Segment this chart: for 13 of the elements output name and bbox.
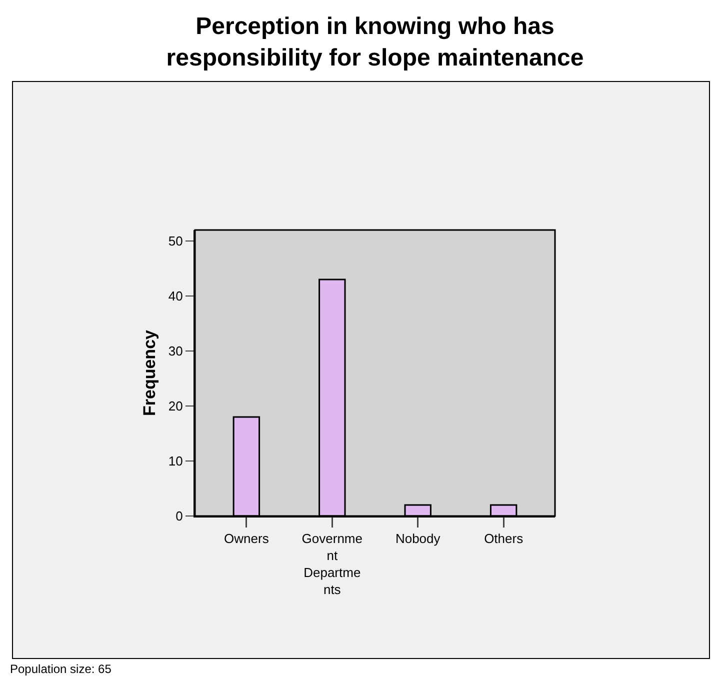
- x-tick-label: Government Departments: [302, 531, 362, 597]
- y-tick-label: 0: [176, 508, 183, 524]
- y-tick-label: 50: [168, 234, 183, 249]
- x-tick-label: Nobody: [395, 531, 441, 546]
- text: Population size: 65: [10, 662, 112, 676]
- y-tick-label: 10: [168, 454, 183, 469]
- y-tick-label: 20: [168, 398, 183, 414]
- chart-title: Perception in knowing who has responsibility for slope maintenance: [166, 13, 584, 72]
- x-tick-label: Owners: [224, 531, 270, 546]
- x-tick-label: Others: [484, 531, 524, 546]
- y-axis-title: Frequency: [140, 329, 160, 416]
- y-tick-label: 40: [168, 288, 183, 304]
- y-tick-label: 30: [168, 344, 183, 359]
